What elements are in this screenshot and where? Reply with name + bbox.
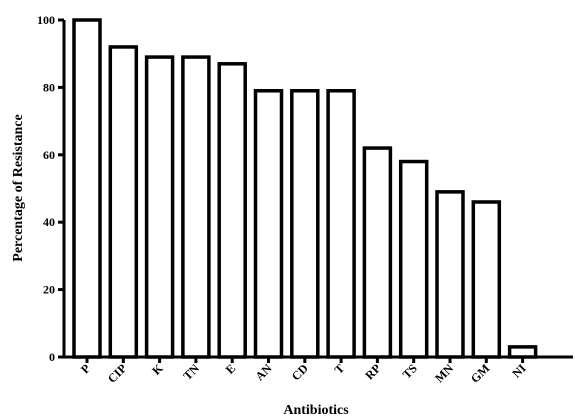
bars-layer — [72, 18, 538, 359]
bar-k — [144, 55, 175, 359]
y-tick-label: 40 — [43, 215, 55, 229]
y-tick-label: 60 — [43, 148, 55, 162]
x-tick-label-gm: GM — [468, 361, 493, 386]
y-tick-label: 80 — [43, 80, 55, 94]
bar-mn — [435, 190, 465, 359]
x-tick-label-t: T — [332, 361, 348, 377]
x-tick-label-an: AN — [252, 361, 274, 383]
bar-e — [217, 62, 247, 359]
x-tick-label-ts: TS — [400, 361, 421, 382]
x-tick-label-k: K — [149, 361, 166, 378]
x-tick-label-cd: CD — [289, 361, 311, 383]
x-ticks: P CIP K TN E AN CD T RP TS MN GM NI — [78, 357, 529, 386]
bar-cd — [290, 89, 320, 359]
bar-tn — [181, 55, 211, 359]
x-axis-title: Antibiotics — [283, 403, 349, 418]
y-axis-title: Percentage of Resistance — [11, 114, 26, 261]
axes-layer — [62, 20, 573, 359]
y-tick-label: 20 — [43, 283, 55, 297]
x-tick-label-mn: MN — [432, 361, 456, 385]
x-tick-label-ni: NI — [509, 361, 529, 381]
x-tick-label-p: P — [78, 361, 93, 376]
bar-t — [326, 89, 356, 359]
bar-cip — [108, 45, 139, 359]
x-tick-label-cip: CIP — [105, 361, 130, 386]
y-tick-label: 0 — [49, 350, 55, 364]
bar-an — [253, 89, 284, 359]
bar-p — [72, 18, 102, 359]
bar-gm — [471, 200, 502, 359]
bar-ni — [507, 345, 538, 359]
y-tick-label: 100 — [37, 13, 55, 27]
bar-rp — [362, 146, 393, 359]
x-tick-label-tn: TN — [180, 361, 202, 383]
x-tick-label-e: E — [223, 361, 239, 377]
bar-ts — [398, 159, 429, 359]
y-ticks: 0 20 40 60 80 100 — [37, 13, 64, 364]
x-tick-label-rp: RP — [362, 361, 383, 382]
